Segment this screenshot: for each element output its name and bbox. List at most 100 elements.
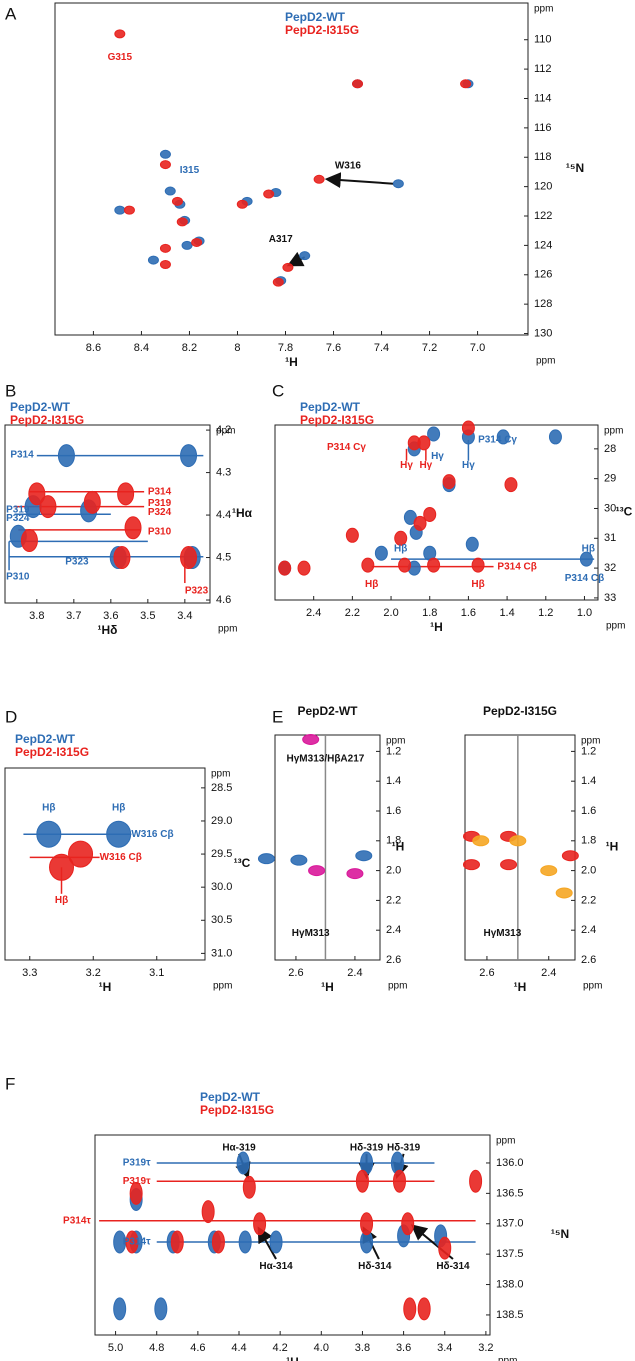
plot-frame <box>4 767 206 961</box>
y-tick-label: 32 <box>604 562 616 574</box>
peak <box>394 530 408 546</box>
panel-letter: B <box>5 381 16 400</box>
y-tick-label: 29.5 <box>211 848 232 860</box>
y-tick-label: 4.3 <box>216 466 231 478</box>
x-axis-label: ¹H <box>321 980 334 994</box>
annotation: A317 <box>269 234 293 245</box>
y-tick-label: 29.0 <box>211 815 232 827</box>
annotation: P314 <box>10 449 34 460</box>
y-axis-label: ¹³C <box>234 856 251 870</box>
peak <box>269 1230 283 1254</box>
x-tick-label: 8 <box>234 342 240 354</box>
legend-entry: PepD2-WT <box>300 400 361 414</box>
x-tick-label: 7.2 <box>422 342 437 354</box>
annotation: P319τ <box>123 1158 151 1169</box>
annotation: Hα-319 <box>222 1142 256 1153</box>
x-tick-label: 8.6 <box>86 342 101 354</box>
plot-frame <box>4 424 211 604</box>
peak <box>313 174 325 184</box>
peak <box>191 237 203 247</box>
arrow <box>257 1226 277 1260</box>
peak <box>263 189 275 199</box>
x-tick-label: 1.4 <box>499 607 514 619</box>
peak <box>236 1151 250 1175</box>
x-unit: ppm <box>606 621 625 632</box>
y-tick-label: 28.5 <box>211 782 232 794</box>
peak <box>159 259 171 269</box>
x-tick-label: 8.2 <box>182 342 197 354</box>
annotation: Hγ <box>419 460 432 471</box>
peak <box>272 277 284 287</box>
peak <box>392 1169 406 1193</box>
y-tick-label: 2.4 <box>386 924 401 936</box>
y-tick-label: 116 <box>534 122 552 134</box>
x-tick-label: 4.6 <box>190 1342 205 1354</box>
peak <box>49 853 75 881</box>
annotation: Hγ <box>462 460 475 471</box>
panel-letter: F <box>5 1074 15 1093</box>
peak <box>540 865 558 877</box>
peak <box>355 850 373 862</box>
annotation: Hβ <box>55 895 68 906</box>
x-tick-label: 1.2 <box>538 607 553 619</box>
peak <box>403 1297 417 1321</box>
y-tick-label: 31.0 <box>211 947 232 959</box>
y-tick-label: 118 <box>534 151 552 163</box>
peak <box>201 1200 215 1224</box>
x-tick-label: 2.6 <box>479 967 494 979</box>
peak <box>461 420 475 436</box>
panel-letter: D <box>5 707 17 726</box>
y-tick-label: 110 <box>534 34 552 46</box>
x-tick-label: 2.0 <box>383 607 398 619</box>
peak <box>472 835 490 847</box>
annotation: Hβ <box>365 579 378 590</box>
annotation: HγM313 <box>483 928 521 939</box>
peak <box>113 1297 127 1321</box>
peak <box>555 887 573 899</box>
peak <box>302 733 320 745</box>
annotation: HγM313/HβA217 <box>287 753 365 764</box>
annotation: Hδ-319 <box>350 1142 384 1153</box>
x-tick-label: 3.4 <box>177 610 192 622</box>
annotation: Hβ <box>112 802 125 813</box>
annotation: P319τ <box>123 1176 151 1187</box>
peak <box>413 515 427 531</box>
y-tick-label: 112 <box>534 63 552 75</box>
peak <box>124 516 142 540</box>
peak <box>465 536 479 552</box>
x-axis-label: ¹H <box>285 355 298 369</box>
y-tick-label: 124 <box>534 239 552 251</box>
x-axis-label: ¹H <box>430 620 443 634</box>
x-tick-label: 1.8 <box>422 607 437 619</box>
y-tick-label: 1.2 <box>581 745 596 757</box>
annotation: Hγ <box>431 451 444 462</box>
y-tick-label: 4.4 <box>216 509 231 521</box>
x-axis-label: ¹H <box>286 1355 299 1361</box>
plot-frame <box>464 734 576 961</box>
peak <box>438 1236 452 1260</box>
y-tick-label: 1.6 <box>581 805 596 817</box>
x-tick-label: 3.8 <box>29 610 44 622</box>
peak <box>427 557 441 573</box>
panel-letter: C <box>272 381 284 400</box>
peak <box>154 1297 168 1321</box>
annotation: P324 <box>6 513 30 524</box>
y-tick-label: 122 <box>534 210 552 222</box>
x-unit: ppm <box>583 981 602 992</box>
peak <box>417 435 431 451</box>
peak <box>147 255 159 265</box>
y-tick-label: 1.2 <box>386 745 401 757</box>
y-tick-label: 4.2 <box>216 424 231 436</box>
annotation: P324 <box>148 507 172 518</box>
y-axis-label: ¹⁵N <box>551 1227 569 1241</box>
peak <box>346 868 364 880</box>
x-tick-label: 3.8 <box>355 1342 370 1354</box>
peak <box>20 529 38 553</box>
annotation: W316 Cβ <box>131 829 173 840</box>
x-tick-label: 4.0 <box>314 1342 329 1354</box>
peak <box>68 840 94 868</box>
y-unit: ppm <box>211 769 230 780</box>
peak <box>238 1230 252 1254</box>
peak <box>159 160 171 170</box>
y-tick-label: 30.5 <box>211 914 232 926</box>
